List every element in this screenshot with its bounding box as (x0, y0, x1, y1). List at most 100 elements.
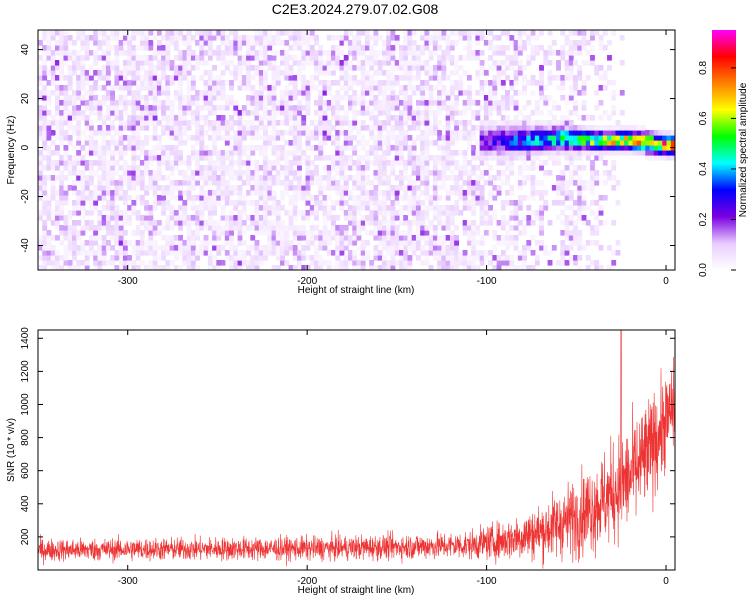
spectrogram-cell (169, 150, 175, 156)
spectrogram-cell (394, 140, 400, 146)
spectrogram-cell (619, 110, 625, 116)
spectrogram-cell (305, 230, 311, 236)
spectrogram-cell (190, 35, 196, 41)
spectrogram-cell (42, 165, 48, 171)
spectrogram-cell (343, 230, 349, 236)
spectrogram-cell (594, 105, 600, 111)
spectrogram-cell (360, 265, 366, 270)
spectrogram-cell (598, 150, 604, 156)
spectrogram-cell (377, 130, 383, 136)
spectrogram-cell (420, 175, 426, 181)
spectrogram-cell (394, 235, 400, 241)
spectrogram-cell (369, 135, 375, 141)
spectrogram-cell (80, 65, 86, 71)
spectrogram-cell (513, 245, 519, 251)
spectrogram-cell (373, 30, 379, 36)
spectrogram-cell (207, 210, 213, 216)
spectrogram-cell (411, 180, 417, 186)
spectrogram-cell (284, 40, 290, 46)
spectrogram-cell (594, 125, 600, 131)
spectrogram-cell (632, 140, 638, 146)
spectrogram-cell (190, 235, 196, 241)
spectrogram-cell (71, 105, 77, 111)
spectrogram-cell (331, 125, 336, 131)
spectrogram-cell (186, 255, 192, 261)
spectrogram-cell (331, 175, 336, 181)
spectrogram-cell (148, 225, 154, 231)
spectrogram-cell (131, 110, 137, 116)
spectrogram-cell (398, 210, 404, 216)
spectrogram-cell (97, 220, 103, 226)
spectrogram-cell (428, 185, 434, 191)
spectrogram-cell (139, 120, 145, 126)
spectrogram-cell (534, 260, 540, 266)
spectrogram-cell (280, 230, 285, 236)
spectrogram-cell (84, 265, 90, 270)
spectrogram-cell (343, 255, 349, 261)
spectrogram-cell (420, 30, 426, 36)
spectrogram-cell (530, 130, 536, 136)
spectrogram-cell (161, 105, 166, 111)
spectrogram-cell (199, 210, 205, 216)
spectrogram-cell (407, 70, 413, 76)
spectrogram-cell (258, 195, 264, 201)
spectrogram-cell (207, 55, 213, 61)
spectrogram-cell (186, 265, 192, 270)
spectrogram-cell (424, 145, 430, 151)
spectrogram-cell (182, 60, 188, 66)
spectrogram-cell (305, 200, 311, 206)
spectrogram-cell (348, 130, 353, 136)
spectrogram-cell (284, 95, 290, 101)
spectrogram-cell (224, 230, 230, 236)
spectrogram-cell (356, 175, 362, 181)
colorbar-tick-label: 0.6 (698, 111, 709, 125)
spectrogram-cell (309, 240, 315, 246)
spectrogram-cell (432, 170, 438, 176)
spectrogram-cell (407, 105, 413, 111)
spectrogram-cell (628, 140, 634, 146)
spectrogram-cell (517, 125, 523, 131)
spectrogram-cell (471, 200, 477, 206)
spectrogram-cell (360, 260, 366, 266)
spectrogram-cell (297, 150, 302, 156)
spectrogram-cell (267, 235, 273, 241)
spectrogram-cell (105, 125, 111, 131)
spectrogram-cell (152, 155, 158, 161)
spectrogram-cell (190, 145, 196, 151)
spectrogram-cell (71, 225, 77, 231)
spectrogram-cell (326, 85, 332, 91)
spectrogram-cell (216, 125, 222, 131)
spectrogram-cell (161, 185, 166, 191)
spectrogram-cell (462, 265, 468, 270)
spectrogram-cell (195, 110, 200, 116)
spectrogram-cell (54, 150, 60, 156)
spectrogram-cell (556, 135, 561, 141)
spectrogram-cell (454, 260, 460, 266)
spectrogram-cell (492, 215, 498, 221)
spectrogram-cell (224, 50, 230, 56)
spectrogram-cell (547, 220, 553, 226)
spectrogram-cell (386, 80, 392, 86)
spectrogram-cell (585, 135, 591, 141)
spectrogram-cell (318, 45, 324, 51)
spectrogram-cell (131, 45, 137, 51)
spectrogram-cell (258, 150, 264, 156)
spectrogram-cell (233, 185, 239, 191)
spectrogram-cell (449, 45, 455, 51)
spectrogram-cell (377, 240, 383, 246)
spectrogram-cell (59, 85, 65, 91)
spectrogram-cell (318, 55, 324, 61)
spectrogram-cell (250, 75, 256, 81)
spectrogram-cell (229, 60, 234, 66)
spectrogram-cell (492, 65, 498, 71)
spectrogram-cell (479, 160, 485, 166)
spectrogram-cell (165, 105, 171, 111)
spectrogram-cell (462, 205, 468, 211)
spectrogram-cell (84, 150, 90, 156)
spectrogram-cell (475, 255, 481, 261)
spectrogram-cell (131, 145, 137, 151)
spectrogram-cell (318, 130, 324, 136)
spectrogram-cell (577, 135, 583, 141)
spectrogram-cell (437, 55, 443, 61)
spectrogram-cell (42, 95, 48, 101)
